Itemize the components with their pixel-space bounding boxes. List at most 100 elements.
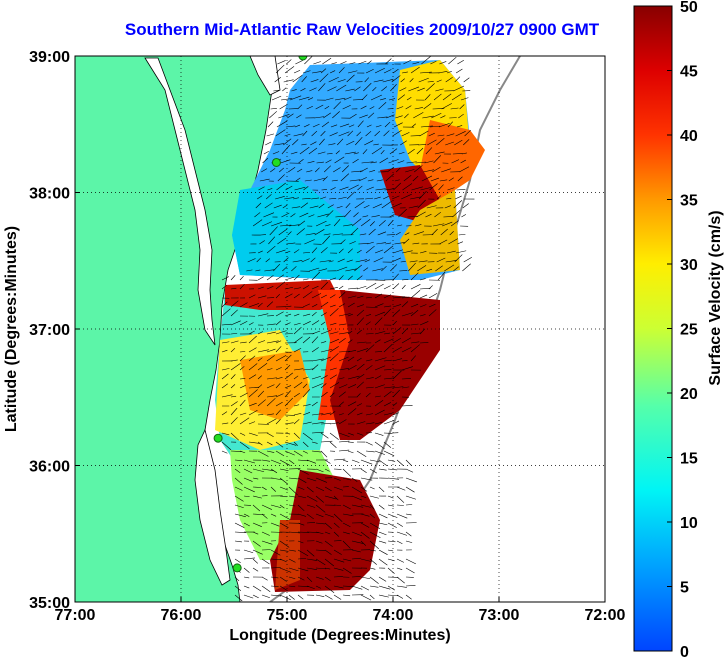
velocity-arrow (328, 260, 334, 263)
velocity-arrow (285, 185, 293, 191)
velocity-arrow (397, 224, 403, 227)
velocity-arrow (410, 355, 416, 362)
velocity-arrow (363, 267, 369, 272)
velocity-arrow (338, 285, 344, 290)
velocity-arrow (279, 594, 291, 600)
velocity-arrow (288, 531, 301, 534)
velocity-arrow (373, 79, 384, 83)
velocity-arrow (307, 161, 315, 164)
velocity-arrow (446, 250, 456, 254)
velocity-arrow (366, 124, 372, 128)
velocity-arrow (306, 567, 317, 571)
velocity-arrow (390, 84, 397, 92)
velocity-arrow (344, 209, 351, 218)
velocity-arrow (376, 179, 383, 182)
velocity-arrow (255, 269, 261, 272)
velocity-arrow (230, 384, 236, 389)
velocity-arrow (261, 558, 270, 565)
velocity-arrow (321, 121, 330, 128)
velocity-arrow (279, 558, 287, 563)
velocity-arrow (257, 313, 269, 317)
velocity-arrow (365, 314, 372, 317)
velocity-arrow (347, 384, 357, 389)
velocity-arrow (412, 175, 419, 182)
velocity-arrow (309, 205, 319, 209)
velocity-arrow (266, 331, 276, 335)
velocity-arrow (330, 124, 338, 128)
velocity-arrow (273, 89, 280, 92)
velocity-arrow (315, 585, 322, 589)
velocity-arrow (369, 495, 379, 499)
velocity-arrow (293, 313, 300, 317)
velocity-arrow (360, 477, 373, 481)
velocity-arrow (372, 86, 377, 92)
velocity-arrow (415, 161, 426, 164)
velocity-arrow (293, 293, 300, 299)
velocity-arrow (351, 585, 363, 590)
velocity-arrow (384, 121, 391, 128)
velocity-arrow (404, 113, 409, 119)
colorbar-tick-label: 15 (680, 451, 698, 468)
velocity-arrow (266, 340, 279, 344)
velocity-arrow (323, 112, 331, 119)
x-tick-label: 75:00 (267, 607, 308, 624)
velocity-arrow (342, 522, 351, 527)
x-tick-label: 77:00 (55, 607, 96, 624)
velocity-arrow (221, 301, 228, 308)
delaware-bay (249, 56, 281, 96)
velocity-arrow (374, 331, 386, 335)
velocity-arrow (392, 327, 402, 335)
velocity-arrow (378, 585, 391, 590)
velocity-arrow (333, 522, 340, 528)
velocity-arrow (459, 166, 470, 173)
velocity-arrow (303, 186, 309, 191)
velocity-arrow (401, 366, 414, 371)
velocity-arrow (420, 125, 433, 128)
velocity-arrow (248, 386, 259, 389)
velocity-arrow (439, 179, 448, 182)
velocity-arrow (330, 187, 336, 191)
velocity-arrow (310, 141, 317, 146)
velocity-arrow (400, 78, 405, 83)
velocity-arrow (284, 276, 295, 281)
velocity-arrow (284, 390, 291, 398)
velocity-arrow (463, 77, 470, 83)
velocity-arrow (409, 260, 418, 263)
velocity-arrow (356, 285, 367, 290)
velocity-arrow (293, 249, 300, 254)
velocity-arrow (306, 522, 316, 524)
velocity-arrow (239, 412, 247, 416)
velocity-arrow (362, 215, 369, 218)
velocity-arrow (279, 468, 289, 471)
velocity-arrow (275, 367, 282, 371)
velocity-arrow (420, 71, 432, 74)
velocity-arrow (291, 89, 297, 92)
velocity-arrow (342, 513, 354, 517)
velocity-arrow (286, 59, 292, 65)
velocity-arrow (349, 62, 356, 65)
station-marker (271, 157, 281, 167)
velocity-arrow (390, 264, 398, 272)
velocity-arrow (338, 131, 350, 137)
velocity-arrow (359, 233, 367, 236)
velocity-arrow (275, 320, 282, 326)
velocity-arrow (360, 558, 372, 562)
velocity-arrow (277, 174, 285, 182)
velocity-arrow (351, 486, 363, 494)
velocity-arrow (464, 129, 471, 137)
velocity-arrow (392, 346, 402, 353)
velocity-arrow (364, 259, 371, 263)
velocity-arrow (385, 58, 392, 65)
velocity-arrow (252, 540, 261, 547)
velocity-arrow (387, 585, 396, 591)
velocity-arrow (327, 86, 337, 92)
velocity-arrow (378, 513, 388, 519)
velocity-arrow (230, 395, 237, 398)
velocity-arrow (257, 414, 264, 416)
velocity-arrow (288, 567, 299, 572)
velocity-arrow (311, 450, 322, 453)
velocity-arrow (270, 108, 277, 110)
velocity-arrow (284, 293, 293, 299)
velocity-arrow (329, 392, 335, 398)
velocity-arrow (246, 269, 253, 272)
